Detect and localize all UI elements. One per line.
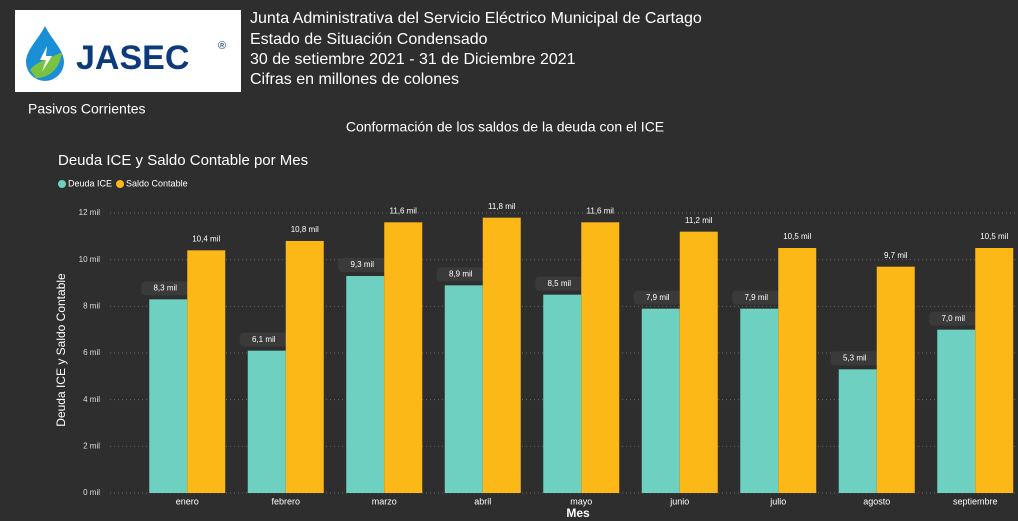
x-tick-label: septiembre (953, 496, 998, 506)
value-label: 11,6 mil (390, 206, 418, 215)
header-line: Estado de Situación Condensado (250, 31, 488, 48)
header-line: Junta Administrativa del Servicio Eléctr… (250, 10, 702, 27)
value-label: 7,9 mil (646, 293, 670, 302)
y-tick-label: 6 mil (83, 348, 100, 357)
y-tick-label: 2 mil (83, 441, 100, 450)
bar (679, 231, 718, 493)
x-tick-label: agosto (863, 496, 890, 506)
bar (937, 329, 976, 493)
x-tick-label: marzo (372, 496, 397, 506)
x-tick-label: mayo (570, 496, 592, 506)
bar (975, 248, 1014, 493)
x-tick-label: enero (176, 496, 199, 506)
value-label: 8,9 mil (449, 269, 473, 278)
value-label: 10,5 mil (783, 232, 811, 241)
value-label: 10,8 mil (291, 225, 319, 234)
x-axis-label: Mes (566, 506, 590, 520)
bar (778, 248, 817, 493)
y-tick-label: 8 mil (83, 301, 100, 310)
logo-text: JASEC (76, 39, 189, 77)
bar (876, 266, 915, 493)
y-axis-label: Deuda ICE y Saldo Contable (54, 273, 68, 427)
x-tick-label: febrero (271, 496, 300, 506)
value-label: 7,9 mil (744, 293, 768, 302)
legend-swatch (58, 180, 66, 188)
value-label: 7,0 mil (941, 314, 965, 323)
bar (581, 222, 620, 494)
header-line: Cifras en millones de colones (250, 71, 459, 88)
bar (187, 250, 226, 493)
value-label: 9,7 mil (884, 251, 908, 260)
x-tick-label: julio (769, 496, 786, 506)
value-label: 8,3 mil (153, 283, 177, 292)
bar (740, 308, 779, 493)
value-label-bg (338, 258, 387, 272)
bar (285, 241, 324, 493)
value-label: 10,5 mil (980, 232, 1008, 241)
logo-bolt (40, 46, 52, 72)
value-label: 10,4 mil (192, 234, 220, 243)
value-label: 11,8 mil (488, 202, 516, 211)
y-tick-label: 4 mil (83, 395, 100, 404)
value-label-bg (239, 332, 288, 347)
value-label-bg (732, 290, 781, 305)
bar (346, 276, 385, 493)
legend-swatch (116, 180, 125, 188)
chart-title: Deuda ICE y Saldo Contable por Mes (58, 152, 308, 169)
bar (247, 350, 286, 493)
subtitle: Conformación de los saldos de la deuda c… (346, 119, 664, 135)
legend-label: Deuda ICE (68, 178, 112, 188)
value-label-bg (830, 351, 879, 366)
bar (543, 294, 582, 493)
logo-mark: ® (218, 40, 226, 52)
legend-label: Saldo Contable (126, 178, 188, 188)
value-label-bg (141, 281, 190, 296)
value-label: 5,3 mil (843, 353, 867, 362)
section-title: Pasivos Corrientes (28, 101, 146, 117)
value-label-bg (633, 290, 682, 305)
x-tick-label: junio (669, 496, 689, 506)
y-tick-label: 10 mil (79, 255, 101, 264)
value-label: 11,2 mil (685, 216, 713, 225)
x-tick-label: abril (474, 496, 491, 506)
bar (149, 299, 188, 493)
value-label: 9,3 mil (350, 260, 374, 269)
value-label-bg (436, 267, 485, 282)
bar (641, 308, 680, 493)
value-label: 8,5 mil (547, 279, 571, 288)
y-tick-label: 0 mil (83, 488, 100, 497)
value-label-bg (535, 276, 584, 291)
value-label-bg (929, 311, 978, 326)
bar (444, 285, 483, 493)
bar (838, 369, 877, 493)
bar (482, 217, 521, 493)
value-label: 11,6 mil (587, 206, 615, 215)
logo: JASEC ® (15, 10, 241, 92)
y-tick-label: 12 mil (79, 208, 101, 217)
value-label: 6,1 mil (252, 335, 276, 344)
header-line: 30 de setiembre 2021 - 31 de Diciembre 2… (250, 51, 576, 68)
bar (384, 222, 423, 494)
